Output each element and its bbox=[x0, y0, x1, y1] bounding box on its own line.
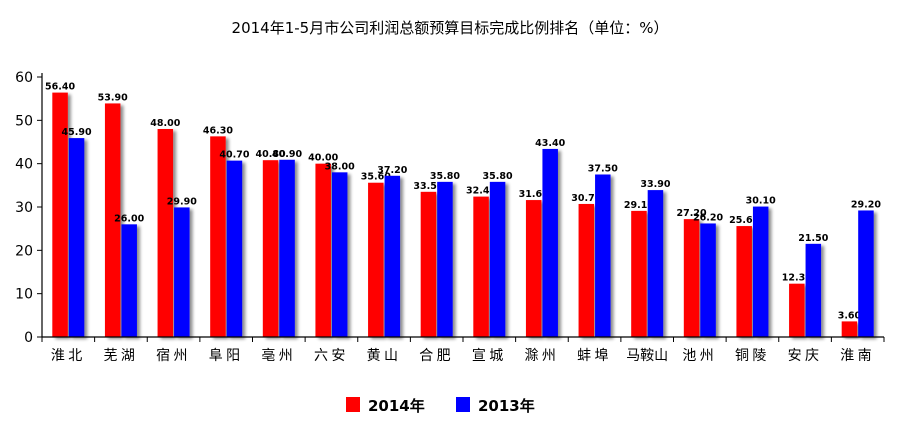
bar-2013 bbox=[68, 138, 85, 337]
data-label: 37.20 bbox=[377, 165, 407, 176]
y-tick-label: 10 bbox=[15, 287, 33, 303]
data-label: 43.40 bbox=[535, 138, 565, 149]
x-tick-label: 淮北 bbox=[51, 348, 86, 364]
bar-2013 bbox=[700, 223, 716, 337]
x-tick-label: 黄山 bbox=[367, 347, 402, 364]
bar-2014 bbox=[841, 321, 858, 337]
y-axis: 0 10 20 30 40 50 60 bbox=[15, 70, 43, 346]
bar-2014 bbox=[789, 283, 805, 337]
legend-swatch-2013 bbox=[456, 397, 470, 412]
data-label: 35.80 bbox=[483, 171, 513, 182]
bar-2014 bbox=[420, 191, 437, 337]
bar-2013 bbox=[174, 207, 190, 337]
x-axis: 淮北 芜湖 宿州 阜阳 亳州 六安 黄山 合肥 宣城 滁州 蚌埠 马鞍山 池州 铜陵 安庆 淮南 bbox=[41, 336, 885, 364]
data-label: 29.20 bbox=[851, 199, 881, 210]
x-tick-label: 芜湖 bbox=[103, 347, 138, 364]
bar-2013 bbox=[752, 206, 769, 337]
bar-2013 bbox=[331, 172, 348, 337]
x-tick-label: 宣城 bbox=[472, 348, 507, 364]
data-label: 33.50 bbox=[413, 181, 443, 192]
legend-label-2014: 2014年 bbox=[368, 397, 425, 415]
x-tick-label: 淮南 bbox=[840, 348, 875, 364]
bar-2014 bbox=[736, 226, 752, 337]
bar-2013 bbox=[858, 210, 874, 337]
data-label: 40.00 bbox=[308, 153, 338, 164]
bar-2014 bbox=[631, 210, 647, 337]
data-label: 29.10 bbox=[624, 200, 654, 211]
bar-2013 bbox=[437, 181, 453, 337]
chart-title: 2014年1-5月市公司利润总额预算目标完成比例排名（单位：%） bbox=[232, 19, 669, 37]
data-label: 37.50 bbox=[588, 164, 618, 175]
data-label: 26.20 bbox=[693, 212, 723, 223]
x-tick-label: 马鞍山 bbox=[626, 348, 668, 364]
x-tick-label: 亳州 bbox=[261, 347, 296, 364]
x-tick-label: 阜阳 bbox=[209, 347, 244, 364]
x-tick-label: 滁州 bbox=[524, 348, 559, 364]
y-tick-label: 40 bbox=[15, 157, 33, 173]
bar-2014 bbox=[315, 163, 331, 337]
x-tick-label: 铜陵 bbox=[735, 348, 770, 364]
data-label: 32.40 bbox=[466, 186, 496, 197]
data-label: 26.00 bbox=[114, 213, 144, 224]
y-tick-label: 30 bbox=[15, 200, 33, 216]
y-tick-label: 50 bbox=[15, 113, 33, 129]
data-label: 56.40 bbox=[45, 82, 75, 93]
data-label: 48.00 bbox=[150, 118, 180, 129]
bar-2013 bbox=[384, 175, 401, 337]
legend-swatch-2014 bbox=[346, 397, 360, 412]
bar-2014 bbox=[368, 182, 384, 337]
bar-2014 bbox=[262, 160, 279, 337]
data-label: 35.80 bbox=[430, 171, 460, 182]
bar-2013 bbox=[121, 224, 137, 337]
bar-2013 bbox=[805, 243, 822, 337]
y-tick-label: 60 bbox=[15, 70, 33, 86]
data-label: 40.90 bbox=[272, 149, 302, 160]
x-tick-label: 蚌埠 bbox=[577, 347, 612, 364]
x-tick-label: 宿州 bbox=[156, 347, 191, 364]
data-label: 31.60 bbox=[519, 189, 549, 200]
bar-2014 bbox=[525, 200, 542, 337]
bar-2013 bbox=[647, 190, 664, 337]
bars: 56.40 45.90 53.90 26.00 48.00 29.90 46.30 40.70… bbox=[45, 82, 881, 337]
bar-2013 bbox=[595, 174, 611, 337]
data-label: 46.30 bbox=[203, 125, 233, 136]
legend-label-2013: 2013年 bbox=[478, 397, 535, 415]
data-label: 3.60 bbox=[838, 310, 862, 321]
data-label: 33.90 bbox=[640, 179, 670, 190]
bar-2013 bbox=[489, 181, 506, 337]
bar-2014 bbox=[52, 92, 68, 337]
bar-2014 bbox=[683, 219, 700, 337]
bar-2014 bbox=[157, 129, 174, 337]
bar-2014 bbox=[104, 103, 121, 337]
bar-2014 bbox=[210, 136, 226, 337]
data-label: 53.90 bbox=[98, 92, 128, 103]
data-label: 45.90 bbox=[62, 127, 92, 138]
y-tick-label: 0 bbox=[24, 330, 33, 346]
data-label: 21.50 bbox=[798, 233, 828, 244]
bar-2013 bbox=[226, 160, 243, 337]
legend: 2014年 2013年 bbox=[346, 397, 535, 415]
bar-2013 bbox=[279, 159, 295, 337]
data-label: 27.20 bbox=[677, 208, 707, 219]
x-tick-label: 安庆 bbox=[788, 348, 823, 364]
data-label: 35.60 bbox=[361, 172, 391, 183]
bar-2014 bbox=[578, 203, 595, 337]
data-label: 30.70 bbox=[571, 193, 601, 204]
bar-2013 bbox=[542, 148, 558, 337]
y-tick-label: 20 bbox=[15, 243, 33, 259]
data-label: 30.10 bbox=[746, 196, 776, 207]
bar-2014 bbox=[473, 196, 489, 337]
data-label: 25.60 bbox=[729, 215, 759, 226]
data-label: 29.90 bbox=[167, 196, 197, 207]
data-label: 12.30 bbox=[782, 273, 812, 284]
x-tick-label: 池州 bbox=[682, 348, 717, 364]
data-label: 40.70 bbox=[219, 150, 249, 161]
x-tick-label: 六安 bbox=[314, 348, 349, 364]
data-label: 40.80 bbox=[256, 149, 286, 160]
x-tick-label: 合肥 bbox=[419, 348, 454, 364]
data-label: 38.00 bbox=[325, 161, 355, 172]
